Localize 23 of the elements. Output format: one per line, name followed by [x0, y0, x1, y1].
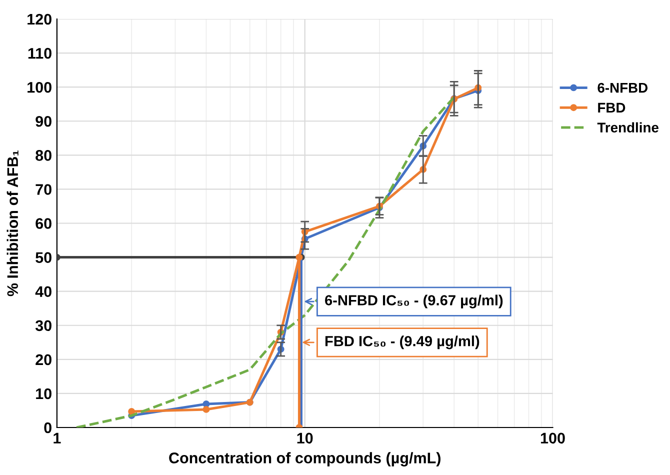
y-tick-label: 120	[28, 14, 52, 25]
y-tick-label: 20	[36, 354, 52, 366]
y-tick-label: 10	[36, 388, 52, 400]
x-axis-title: Concentration of compounds (µg/mL)	[169, 452, 440, 466]
y-tick-label: 110	[28, 48, 52, 59]
legend-label: 6-NFBD	[598, 82, 648, 93]
y-tick-label: 30	[35, 320, 52, 332]
legend-label: Trendline	[597, 122, 658, 132]
y-tick-label: 70	[36, 184, 52, 195]
y-tick-label: 60	[36, 218, 52, 229]
y-tick-label: 100	[28, 82, 52, 93]
y-tick-label: 50	[36, 252, 52, 263]
legend-label: FBD	[598, 102, 626, 112]
y-axis-title: % Inhibition of AFB₁	[6, 150, 18, 296]
y-tick-label: 40	[35, 286, 52, 298]
x-tick-label: 100	[540, 432, 565, 444]
y-tick-label: 90	[36, 116, 52, 127]
y-tick-label: 80	[36, 150, 52, 161]
x-tick-label: 10	[297, 432, 313, 444]
x-tick-label: 1	[54, 432, 61, 444]
annotation: FBD IC₅₀ - (9.49 µg/ml)	[325, 336, 480, 350]
y-tick-label: 0	[44, 422, 52, 434]
annotation: 6-NFBD IC₅₀ - (9.67 µg/ml)	[325, 294, 503, 308]
